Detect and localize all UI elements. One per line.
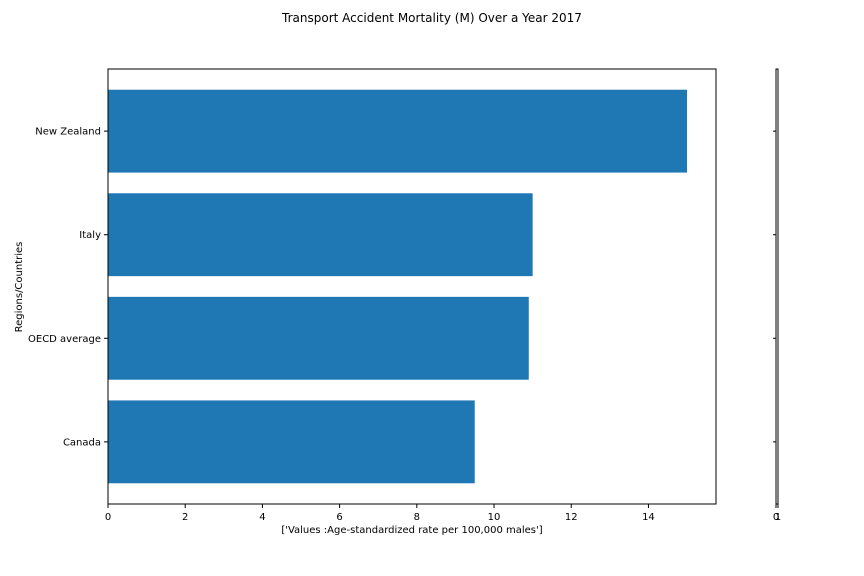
x-tick-label: 4 [259,512,265,523]
plot-frame [107,68,717,505]
secondary-axis-frame [775,68,779,505]
x-tick-label: 2 [182,512,188,523]
x-axis-ticks: 0 2 4 6 8 10 12 14 [105,504,655,523]
x-tick-label: 8 [414,512,420,523]
secondary-x-tick-label: 0 [773,512,779,523]
y-tick-label: OECD average [28,334,101,345]
y-tick-label: Canada [63,437,101,448]
y-axis-label: Regions/Countries [14,242,25,333]
secondary-axis: 01 [773,68,781,523]
bar-canada [108,400,475,484]
x-tick-label: 10 [488,512,501,523]
x-tick-label: 14 [642,512,655,523]
secondary-x-tick-label: 1 [775,512,781,523]
secondary-axis-ticks: 01 [773,130,781,523]
x-axis-label: ['Values :Age-standardized rate per 100,… [281,525,542,536]
y-axis-ticks: Canada OECD average Italy New Zealand [28,127,108,448]
x-tick-label: 12 [565,512,578,523]
y-tick-label: Italy [79,230,101,241]
x-tick-label: 6 [336,512,342,523]
bar-oecd-average [108,296,529,380]
bars-layer [108,89,688,484]
y-tick-label: New Zealand [35,127,101,138]
x-tick-label: 0 [105,512,111,523]
chart-title: Transport Accident Mortality (M) Over a … [281,11,582,25]
bar-italy [108,193,533,277]
bar-new-zealand [108,89,688,173]
